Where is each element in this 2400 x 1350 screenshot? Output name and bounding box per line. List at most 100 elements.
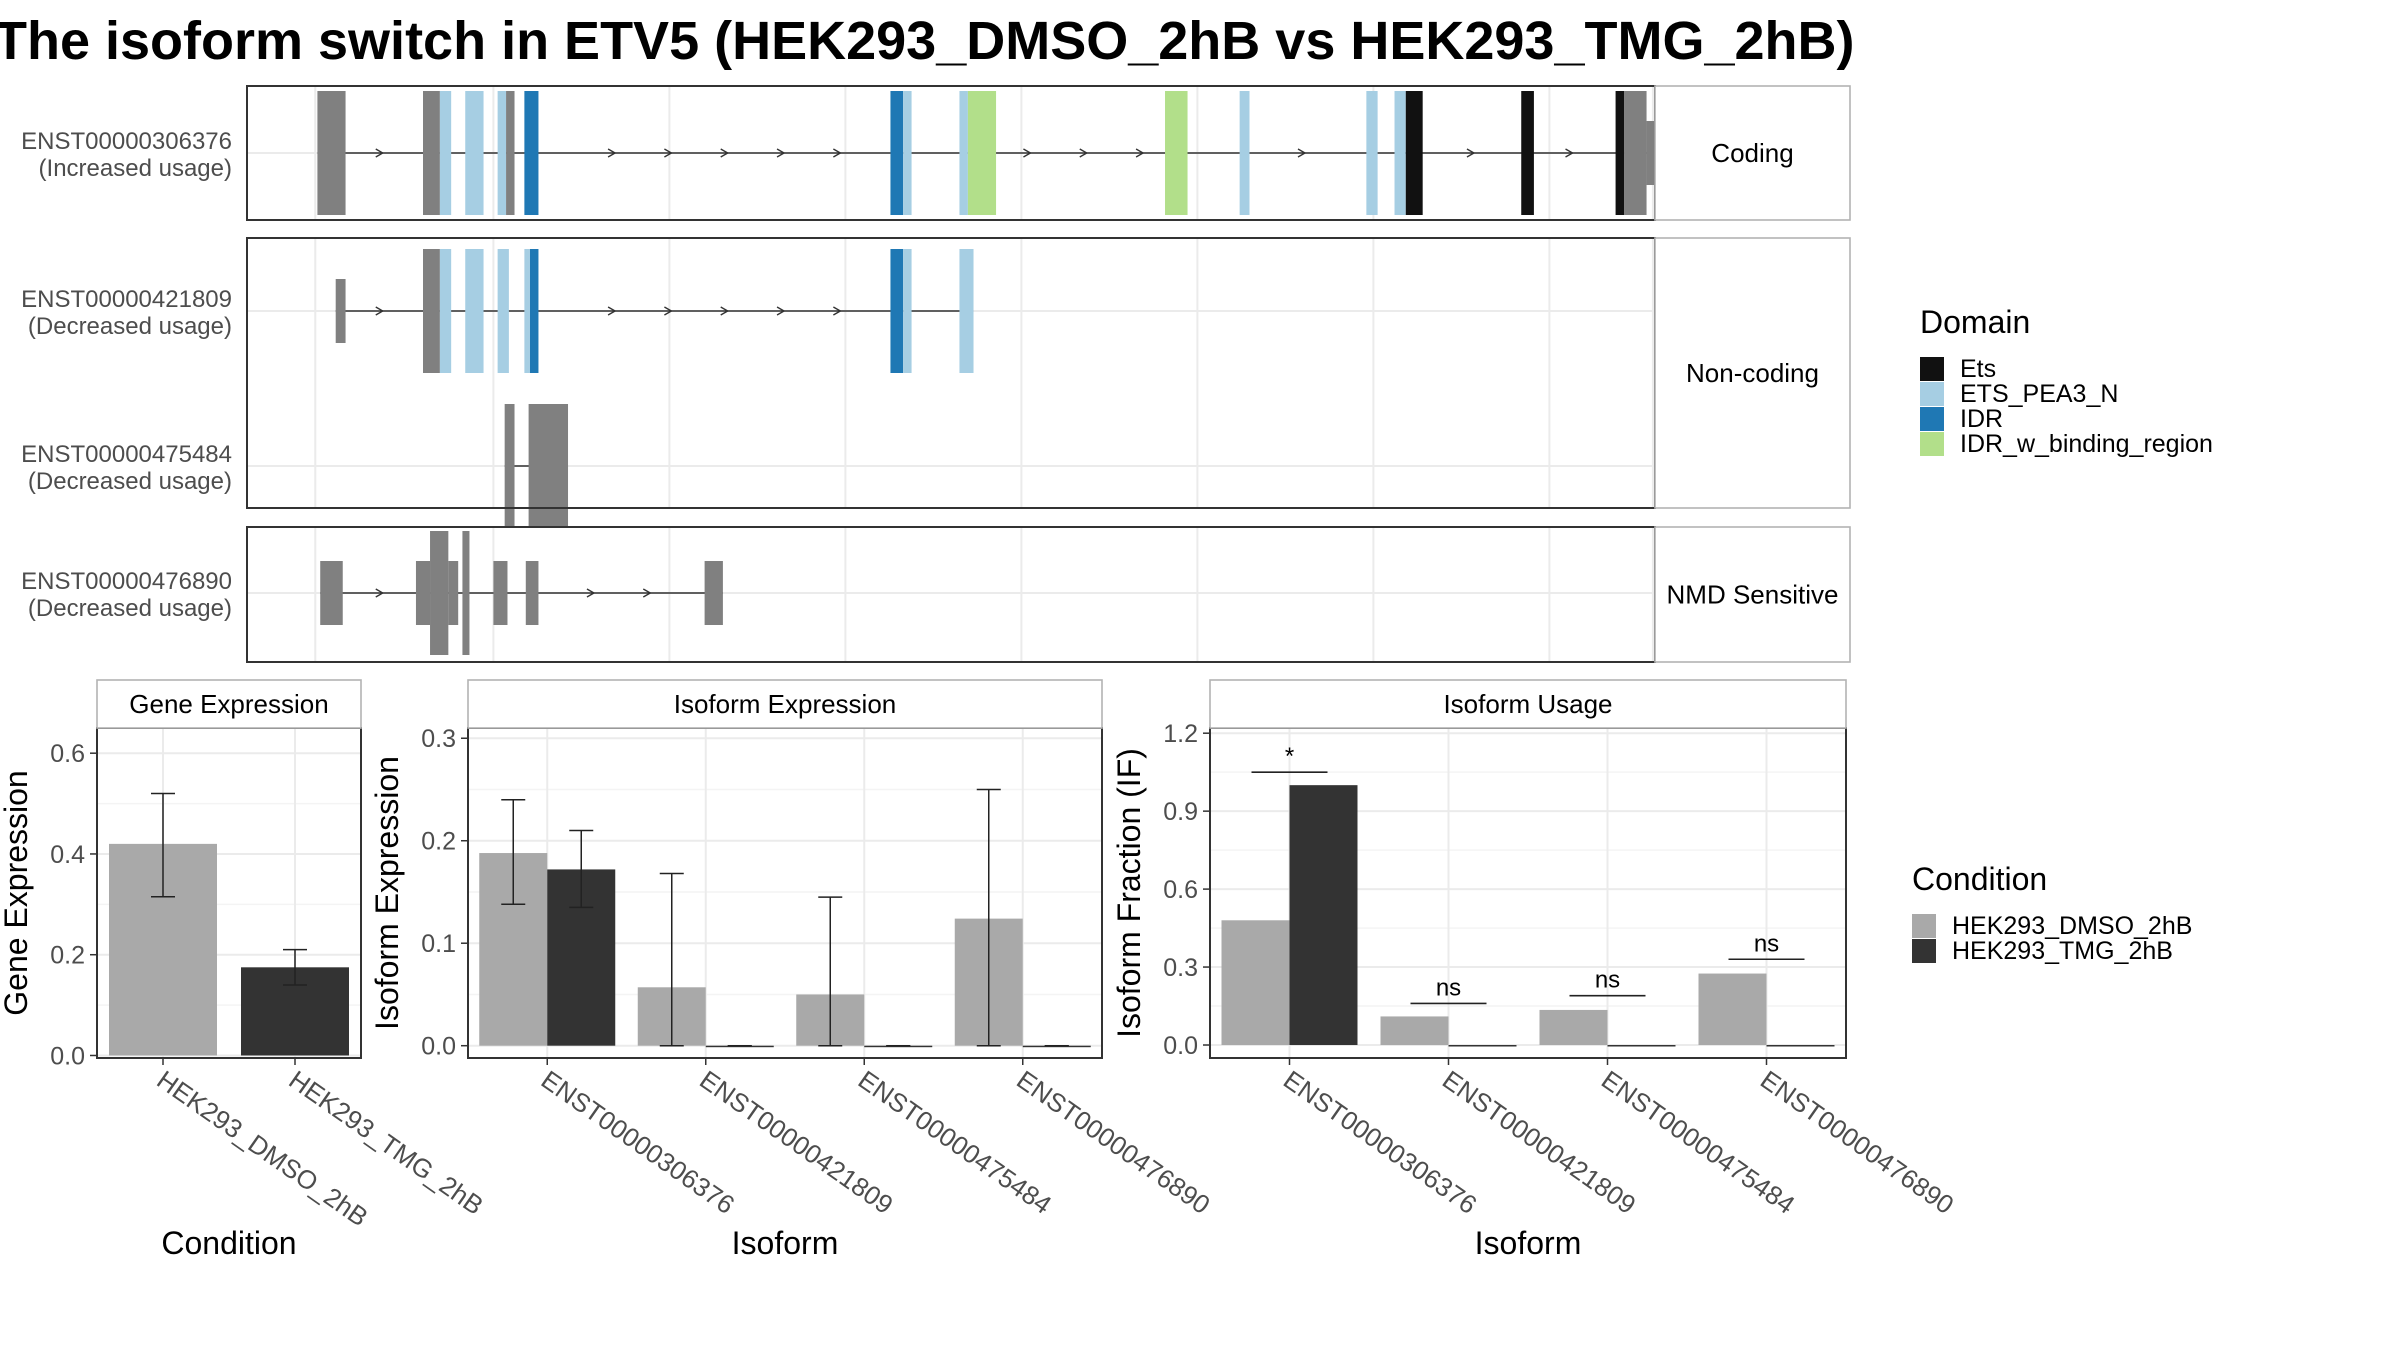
intron-arrow xyxy=(1079,148,1089,158)
y-tick-label: 0.9 xyxy=(1163,798,1198,826)
domain-legend-key xyxy=(1920,407,1944,431)
exon-block xyxy=(890,249,904,373)
exon-block xyxy=(959,91,968,215)
intron-arrow xyxy=(1466,148,1476,158)
exon-block xyxy=(967,91,997,215)
exon-block xyxy=(506,91,515,215)
y-tick-label: 1.2 xyxy=(1163,720,1198,748)
intron-arrow xyxy=(607,306,617,316)
domain-legend-label: IDR xyxy=(1960,405,2003,433)
exon-block xyxy=(1405,91,1423,215)
bar xyxy=(1766,1045,1835,1047)
exon-block xyxy=(504,404,515,528)
x-axis-title: Isoform xyxy=(732,1225,839,1261)
y-tick-label: 0.6 xyxy=(50,740,85,768)
strip-label: Coding xyxy=(1711,138,1793,168)
exon-block xyxy=(497,91,507,215)
y-axis-title: Gene Expression xyxy=(0,770,34,1015)
structure-panel-bg xyxy=(247,238,1655,508)
domain-legend-label: ETS_PEA3_N xyxy=(1960,380,2118,408)
bar xyxy=(1448,1045,1517,1047)
bar xyxy=(1380,1016,1449,1046)
intron-arrow xyxy=(664,148,673,158)
domain-legend-key xyxy=(1920,432,1944,456)
exon-block xyxy=(1165,91,1188,215)
exon-block xyxy=(423,249,440,373)
strip-label: NMD Sensitive xyxy=(1667,580,1839,610)
isoform-label: ENST00000306376 xyxy=(21,128,232,155)
exon-block xyxy=(1239,91,1250,215)
intron-arrow xyxy=(776,148,786,158)
condition-legend-key xyxy=(1912,914,1936,938)
isoform-usage-label: (Increased usage) xyxy=(39,155,232,182)
intron-arrow xyxy=(833,306,842,316)
exon-block xyxy=(704,561,723,625)
intron-arrow xyxy=(375,306,385,316)
intron-arrow xyxy=(776,306,786,316)
significance-label: ns xyxy=(1436,974,1461,1001)
intron-arrow xyxy=(375,588,385,598)
condition-legend-label: HEK293_DMSO_2hB xyxy=(1952,912,2192,940)
condition-legend-title: Condition xyxy=(1912,861,2047,897)
bar xyxy=(1698,973,1767,1046)
chart-title: Isoform Usage xyxy=(1443,689,1612,719)
exon-block xyxy=(1624,91,1647,215)
strip-label: Non-coding xyxy=(1686,358,1819,388)
y-tick-label: 0.3 xyxy=(421,725,456,753)
y-tick-label: 0.0 xyxy=(1163,1032,1198,1060)
y-tick-label: 0.2 xyxy=(421,828,456,856)
significance-label: * xyxy=(1285,743,1294,770)
exon-block xyxy=(439,249,452,373)
chart-strip xyxy=(467,679,1103,729)
exon-block xyxy=(423,91,440,215)
chart-strip xyxy=(1209,679,1847,729)
strip-label-box xyxy=(1654,237,1851,509)
exon-block xyxy=(448,561,459,625)
y-tick-label: 0.1 xyxy=(421,930,456,958)
y-tick-label: 0.4 xyxy=(50,841,85,869)
isoform-usage-label: (Decreased usage) xyxy=(28,313,232,340)
exon-block xyxy=(317,91,346,215)
bar xyxy=(1221,920,1290,1046)
y-tick-label: 0.0 xyxy=(421,1033,456,1061)
exon-block xyxy=(890,91,904,215)
domain-legend-label: Ets xyxy=(1960,355,1996,383)
exon-block xyxy=(1615,91,1625,215)
exon-block xyxy=(430,531,449,655)
domain-legend-key xyxy=(1920,382,1944,406)
exon-block xyxy=(335,279,346,343)
domain-legend-key xyxy=(1920,357,1944,381)
exon-block xyxy=(439,91,452,215)
significance-label: ns xyxy=(1754,930,1779,957)
intron-arrow xyxy=(664,306,673,316)
y-tick-label: 0.2 xyxy=(50,942,85,970)
exon-block xyxy=(528,404,569,528)
intron-arrow xyxy=(1297,148,1307,158)
intron-arrow xyxy=(586,588,596,598)
condition-legend-key xyxy=(1912,939,1936,963)
isoform-label: ENST00000475484 xyxy=(21,441,232,468)
exon-block xyxy=(415,561,431,625)
exon-block xyxy=(525,561,539,625)
exon-block xyxy=(1366,91,1378,215)
y-axis-title: Isoform Fraction (IF) xyxy=(1111,748,1147,1038)
y-tick-label: 0.6 xyxy=(1163,876,1198,904)
exon-block xyxy=(530,249,539,373)
exon-block xyxy=(524,249,531,373)
y-axis-title: Isoform Expression xyxy=(369,756,405,1030)
x-tick-label: HEK293_DMSO_2hB xyxy=(152,1064,374,1232)
x-axis-title: Condition xyxy=(161,1225,296,1261)
intron-arrow xyxy=(642,588,652,598)
exon-block xyxy=(1394,91,1406,215)
strip-label-box xyxy=(1654,526,1851,663)
domain-legend-label: IDR_w_binding_region xyxy=(1960,430,2213,458)
isoform-label: ENST00000421809 xyxy=(21,286,232,313)
intron-arrow xyxy=(375,148,385,158)
exon-block xyxy=(493,561,508,625)
chart-title: Gene Expression xyxy=(129,689,328,719)
exon-block xyxy=(320,561,343,625)
exon-block xyxy=(462,531,470,655)
y-tick-label: 0.0 xyxy=(50,1042,85,1070)
isoform-label: ENST00000476890 xyxy=(21,568,232,595)
